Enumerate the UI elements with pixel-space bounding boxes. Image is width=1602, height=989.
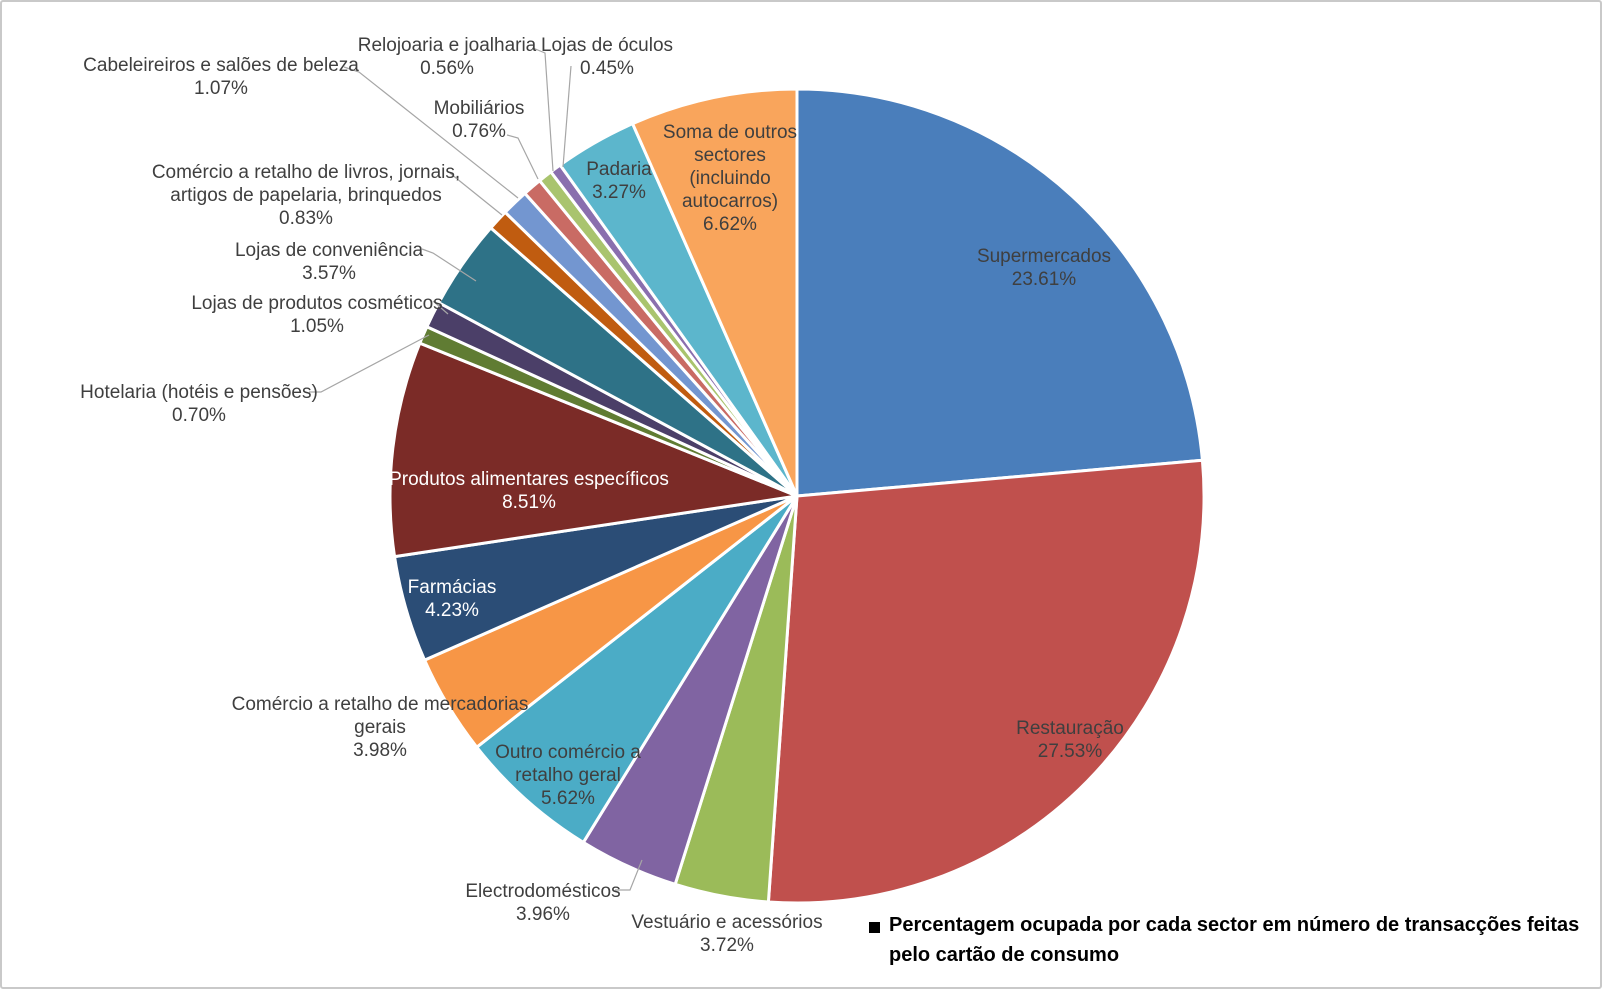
leader-line-livros-jornais [449, 172, 503, 216]
leader-line-oculos [562, 65, 572, 168]
leader-line-electrodomesticos [615, 859, 643, 891]
leader-line-mobiliarios [506, 134, 539, 180]
leader-line-cabeleireiros [343, 66, 519, 199]
legend-marker-square [869, 922, 880, 933]
leader-line-conveniencia [421, 248, 477, 282]
leader-lines [309, 47, 643, 891]
pie-slice-produtos-alimentares [388, 341, 799, 559]
leader-line-relojoaria [532, 47, 554, 172]
legend-label: Percentagem ocupada por cada sector em n… [889, 914, 1580, 966]
leader-line-cosmeticos [432, 300, 449, 315]
pie-slice-outro-comercio [475, 494, 799, 844]
leader-line-hotelaria [309, 334, 430, 393]
pie-slice-soma-outros [631, 87, 799, 498]
pie-slice-supermercados [795, 87, 1204, 498]
pie-slices [388, 87, 1206, 905]
pie-slice-restauracao [766, 458, 1206, 905]
